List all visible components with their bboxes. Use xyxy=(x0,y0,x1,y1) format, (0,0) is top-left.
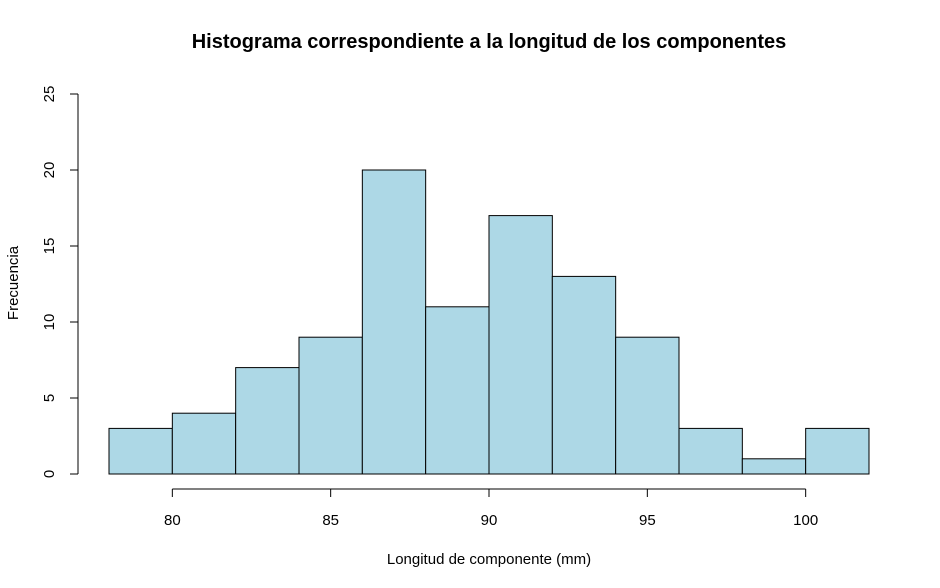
histogram-bar-80-82 xyxy=(171,412,237,475)
x-tick-label: 95 xyxy=(639,512,656,529)
y-tick-label: 25 xyxy=(41,86,58,103)
chart-title: Histograma correspondiente a la longitud… xyxy=(192,31,787,53)
histogram-bar-96-98 xyxy=(678,427,743,475)
histogram-bar-84-86 xyxy=(298,336,363,475)
y-tick-label: 20 xyxy=(41,162,58,179)
x-axis-label: Longitud de componente (mm) xyxy=(387,551,591,568)
histogram-bar-88-90 xyxy=(425,306,490,475)
y-axis: 0 5 10 15 20 25 xyxy=(41,86,79,478)
y-tick-label: 5 xyxy=(41,394,58,402)
x-tick-label: 80 xyxy=(164,512,181,529)
histogram-bar-98-100 xyxy=(741,458,807,475)
histogram-bar-100-102 xyxy=(805,427,870,475)
histogram-bar-94-96 xyxy=(615,336,680,475)
y-tick-label: 15 xyxy=(41,238,58,255)
x-tick-label: 85 xyxy=(322,512,339,529)
y-tick-label: 10 xyxy=(41,314,58,331)
bars-group xyxy=(108,169,870,475)
x-axis: 80 85 90 95 100 xyxy=(164,488,818,529)
histogram-bar-82-84 xyxy=(235,367,300,475)
histogram-bar-92-94 xyxy=(551,275,617,475)
histogram-bar-86-88 xyxy=(361,169,427,475)
y-tick-label: 0 xyxy=(41,470,58,478)
y-axis-label: Frecuencia xyxy=(5,245,22,320)
x-tick-label: 100 xyxy=(793,512,818,529)
x-tick-label: 90 xyxy=(481,512,498,529)
histogram-bar-90-92 xyxy=(488,215,553,475)
histogram-bar-78-80 xyxy=(108,427,173,475)
